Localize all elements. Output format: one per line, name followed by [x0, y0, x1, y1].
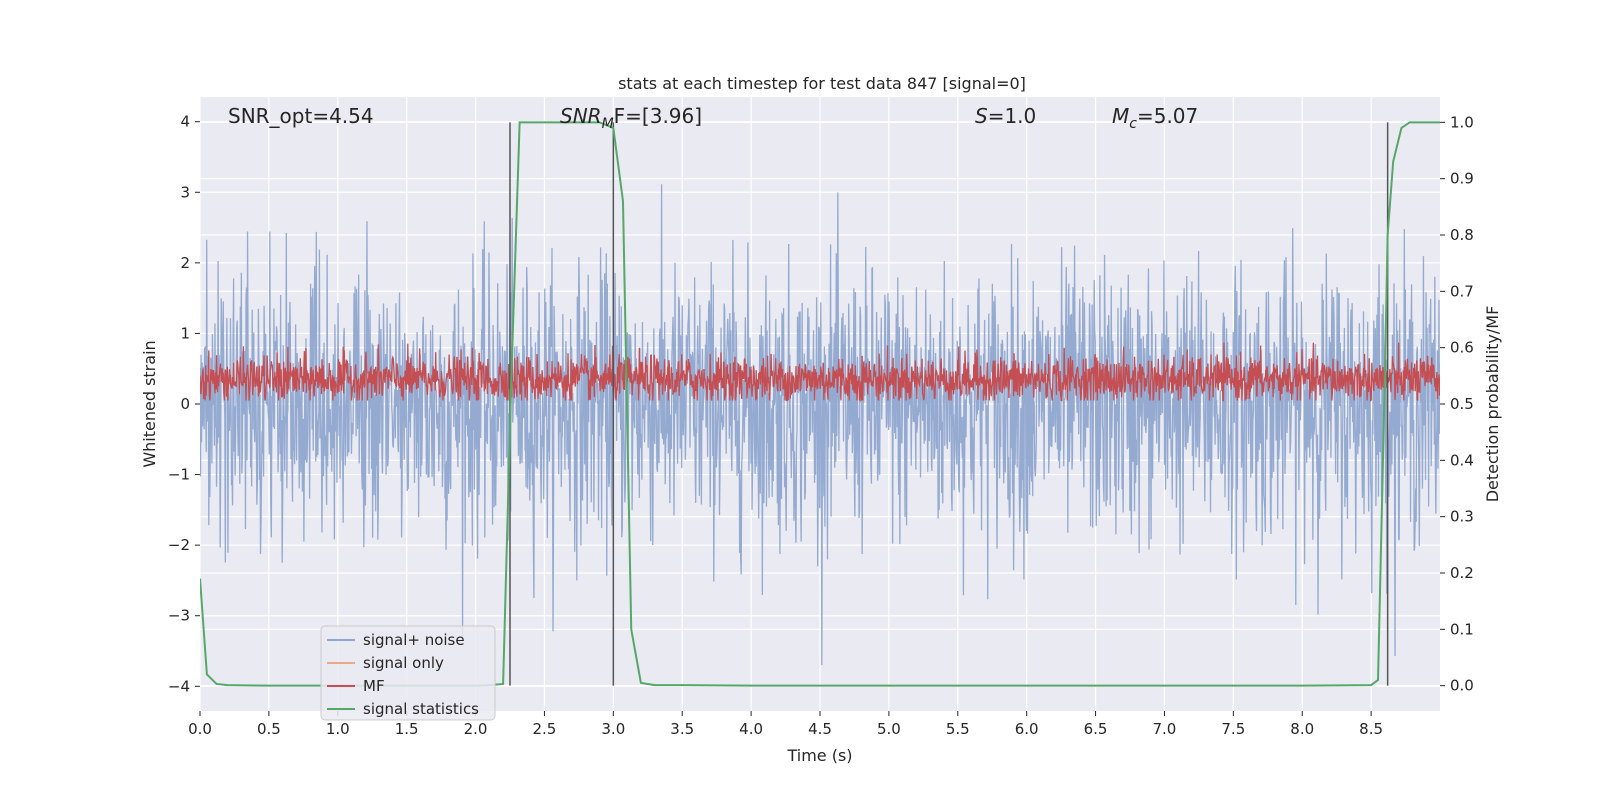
legend-label-2: MF — [363, 677, 385, 695]
y2-tick-label-3: 0.3 — [1450, 508, 1474, 526]
y-tick-label-3: −1 — [168, 466, 190, 484]
x-axis-label: Time (s) — [786, 746, 852, 765]
y2-tick-label-9: 0.9 — [1450, 170, 1474, 188]
y2-tick-label-0: 0.0 — [1450, 677, 1474, 695]
legend-label-1: signal only — [363, 654, 444, 672]
y-axis-label: Whitened strain — [140, 340, 159, 467]
y2-tick-label-7: 0.7 — [1450, 282, 1474, 300]
x-tick-label-1: 0.5 — [257, 720, 281, 738]
signal-plus-noise-line — [200, 184, 1440, 666]
annotation-3: Mc=5.07 — [1112, 104, 1198, 132]
annotations: SNR_opt=4.54 SNRMF=[3.96] S=1.0 Mc=5.07 — [228, 104, 1198, 132]
x-tick-label-17: 8.5 — [1359, 720, 1383, 738]
x-axis-ticks: 0.0 0.5 1.0 1.5 2.0 2.5 3.0 3.5 4.0 4.5 5.0 5.5 6.0 6… — [188, 711, 1383, 738]
x-tick-label-11: 5.5 — [946, 720, 970, 738]
y-tick-label-6: 2 — [180, 254, 190, 272]
x-tick-label-15: 7.5 — [1221, 720, 1245, 738]
legend: signal+ noise signal only MF signal statist… — [320, 625, 496, 721]
annotation-2: S=1.0 — [975, 104, 1036, 128]
y2-tick-label-6: 0.6 — [1450, 339, 1474, 357]
annotation-1: SNRMF=[3.96] — [560, 104, 702, 132]
y2-tick-label-10: 1.0 — [1450, 113, 1474, 131]
mf-series — [200, 342, 1440, 403]
legend-box — [320, 625, 496, 721]
x-tick-label-0: 0.0 — [188, 720, 212, 738]
y-tick-label-5: 1 — [180, 324, 190, 342]
x-tick-label-9: 4.5 — [808, 720, 832, 738]
x-tick-label-7: 3.5 — [670, 720, 694, 738]
y-tick-label-8: 4 — [180, 113, 190, 131]
legend-label-3: signal statistics — [363, 700, 479, 718]
x-tick-label-16: 8.0 — [1290, 720, 1314, 738]
x-tick-label-4: 2.0 — [464, 720, 488, 738]
x-tick-label-13: 6.5 — [1084, 720, 1108, 738]
y2-axis-label: Detection probability/MF — [1483, 306, 1502, 503]
mf-line — [200, 342, 1440, 403]
y-tick-label-0: −4 — [168, 677, 190, 695]
y-tick-label-7: 3 — [180, 183, 190, 201]
x-tick-label-14: 7.0 — [1153, 720, 1177, 738]
x-tick-label-3: 1.5 — [395, 720, 419, 738]
x-tick-label-10: 5.0 — [877, 720, 901, 738]
x-tick-label-5: 2.5 — [533, 720, 557, 738]
x-tick-label-8: 4.0 — [739, 720, 763, 738]
chart-title: stats at each timestep for test data 847… — [618, 74, 1026, 93]
y-tick-label-1: −3 — [168, 607, 190, 625]
y2-tick-label-2: 0.2 — [1450, 564, 1474, 582]
x-tick-label-12: 6.0 — [1015, 720, 1039, 738]
y-tick-label-2: −2 — [168, 536, 190, 554]
annotation-0: SNR_opt=4.54 — [228, 104, 374, 128]
y2-tick-label-1: 0.1 — [1450, 620, 1474, 638]
legend-label-0: signal+ noise — [363, 631, 465, 649]
y-axis-ticks: −4 −3 −2 −1 0 1 2 3 4 — [168, 113, 200, 695]
y2-tick-label-4: 0.4 — [1450, 451, 1474, 469]
x-tick-label-6: 3.0 — [601, 720, 625, 738]
y2-axis-ticks: 0.0 0.1 0.2 0.3 0.4 0.5 0.6 0.7 0.8 0.9 1.0 — [1440, 113, 1474, 695]
x-tick-label-2: 1.0 — [326, 720, 350, 738]
y2-tick-label-8: 0.8 — [1450, 226, 1474, 244]
y2-tick-label-5: 0.5 — [1450, 395, 1474, 413]
y-tick-label-4: 0 — [180, 395, 190, 413]
signal-plus-noise-series — [200, 184, 1440, 666]
